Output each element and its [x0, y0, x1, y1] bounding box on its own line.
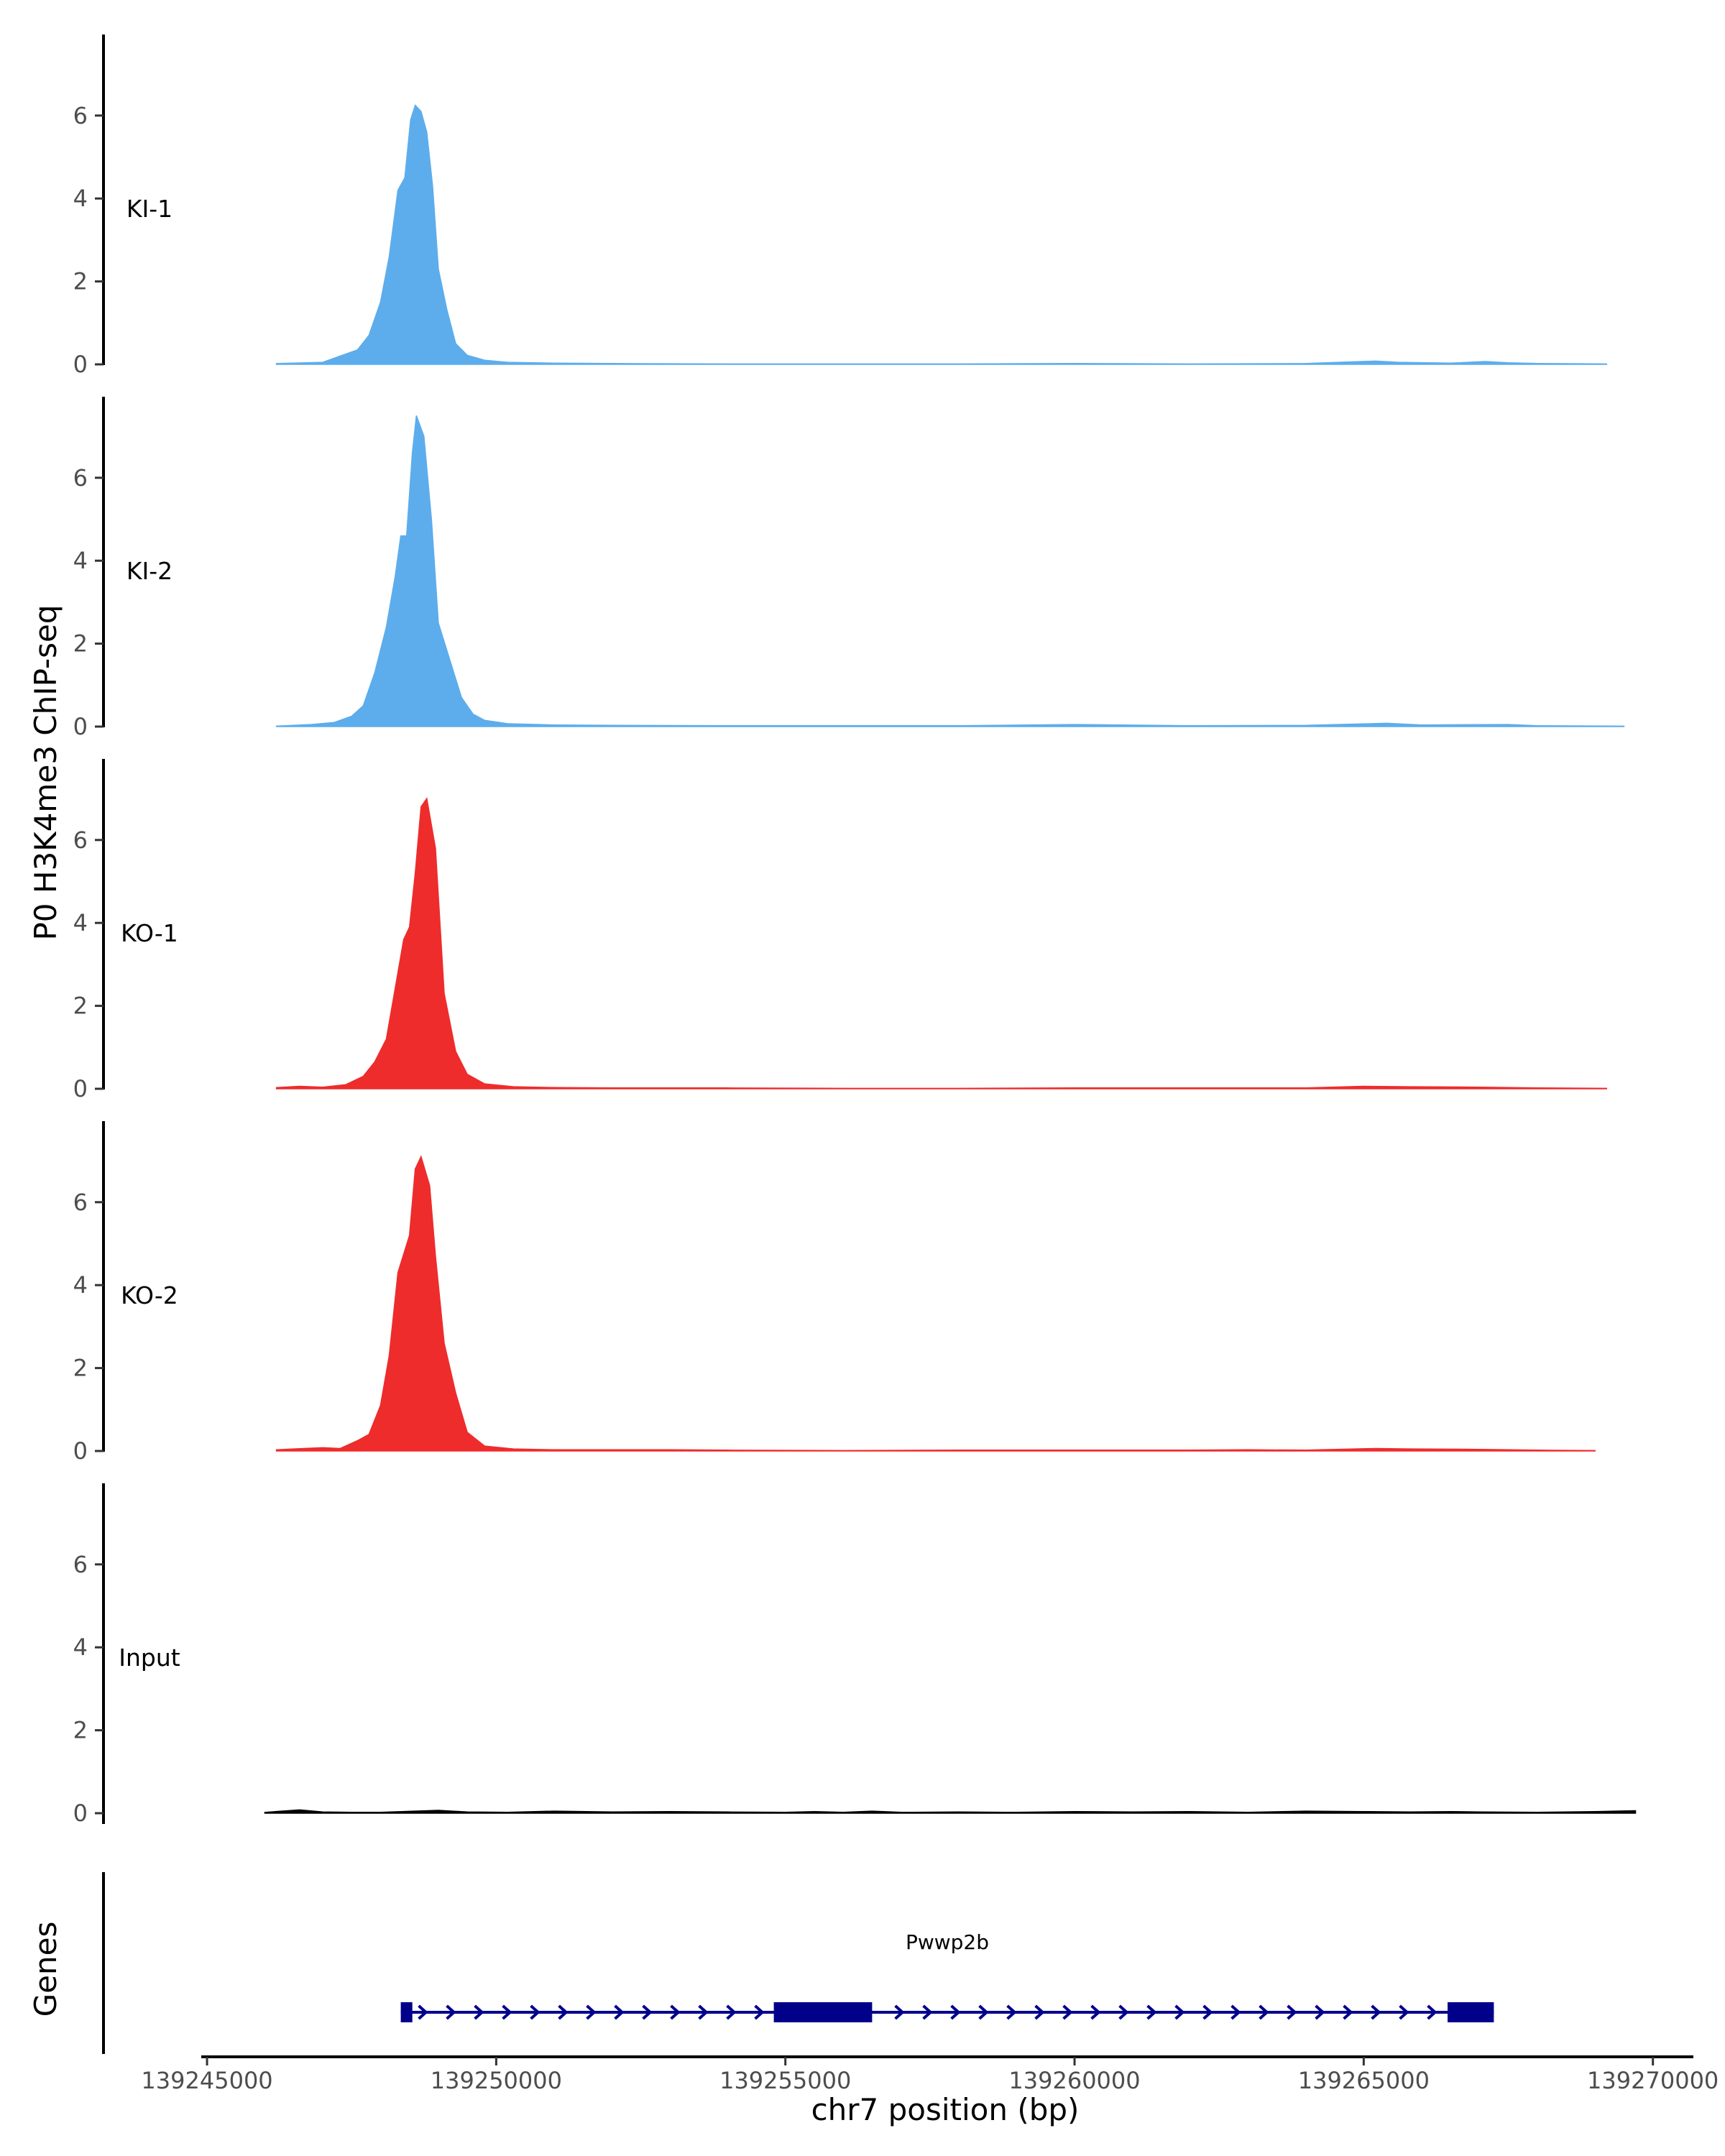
- strand-arrow: [978, 2004, 989, 2020]
- strand-arrow: [670, 2004, 681, 2020]
- strand-arrow: [446, 2004, 456, 2020]
- y-tick-label: 4: [73, 1271, 88, 1299]
- x-tick-label: 139245000: [141, 2067, 272, 2094]
- y-tick-label: 6: [73, 102, 88, 129]
- y-tick-label: 4: [73, 909, 88, 936]
- strand-arrow: [1230, 2004, 1241, 2020]
- strand-arrow: [726, 2004, 737, 2020]
- y-tick-label: 2: [73, 992, 88, 1020]
- strand-arrow: [502, 2004, 512, 2020]
- signal-tracks: 0 2 4 6 KI-1 0 2 4 6 KI-2 0 2 4 6 KO-1 0 2 4 6 KO-2 0 2 4 6 Inpu…: [73, 34, 1637, 1827]
- strand-arrow: [1371, 2004, 1381, 2020]
- y-axis-label: P0 H3K4me3 ChIP-seq: [28, 604, 63, 940]
- track-label: KI-2: [126, 557, 172, 585]
- signal-area-ki-2: [275, 415, 1625, 727]
- x-tick-label: 139265000: [1298, 2067, 1430, 2094]
- strand-arrow: [1427, 2004, 1438, 2020]
- strand-arrow: [1399, 2004, 1409, 2020]
- gene-track: Genes Pwwp2b: [28, 1872, 1494, 2054]
- strand-arrow: [922, 2004, 933, 2020]
- y-tick-label: 0: [73, 1075, 88, 1102]
- strand-arrow: [1343, 2004, 1353, 2020]
- strand-arrow: [1118, 2004, 1129, 2020]
- strand-arrow: [894, 2004, 905, 2020]
- gene-track-label: Genes: [28, 1922, 63, 2017]
- gene-exon: [400, 2002, 413, 2022]
- strand-arrow: [614, 2004, 625, 2020]
- strand-arrow: [1315, 2004, 1325, 2020]
- x-axis-label: chr7 position (bp): [811, 2092, 1080, 2127]
- y-tick-label: 2: [73, 630, 88, 658]
- y-tick-label: 0: [73, 1800, 88, 1827]
- y-tick-label: 2: [73, 268, 88, 295]
- x-tick-label: 139250000: [431, 2067, 562, 2094]
- strand-arrow: [1174, 2004, 1185, 2020]
- signal-area-input: [264, 1809, 1637, 1814]
- y-tick-label: 6: [73, 1551, 88, 1578]
- track-ko-2: 0 2 4 6 KO-2: [73, 1121, 1596, 1465]
- track-input: 0 2 4 6 Input: [73, 1483, 1637, 1827]
- strand-arrow: [950, 2004, 961, 2020]
- strand-arrow: [1259, 2004, 1269, 2020]
- x-tick-label: 139270000: [1587, 2067, 1719, 2094]
- strand-arrow: [418, 2004, 428, 2020]
- gene-exon: [773, 2002, 873, 2022]
- y-tick-label: 2: [73, 1717, 88, 1744]
- track-label: Input: [119, 1644, 180, 1672]
- strand-arrow: [1006, 2004, 1017, 2020]
- track-ki-1: 0 2 4 6 KI-1: [73, 34, 1608, 378]
- y-tick-label: 4: [73, 1634, 88, 1661]
- y-tick-label: 6: [73, 826, 88, 854]
- y-tick-label: 0: [73, 1437, 88, 1465]
- strand-arrow: [586, 2004, 597, 2020]
- gene-name: Pwwp2b: [906, 1930, 989, 1954]
- strand-arrow: [642, 2004, 653, 2020]
- track-label: KI-1: [126, 195, 172, 223]
- track-ko-1: 0 2 4 6 KO-1: [73, 759, 1608, 1102]
- y-tick-label: 0: [73, 713, 88, 740]
- signal-area-ko-2: [275, 1155, 1596, 1452]
- y-tick-label: 6: [73, 1189, 88, 1216]
- y-tick-label: 2: [73, 1355, 88, 1382]
- strand-arrow: [1090, 2004, 1101, 2020]
- y-tick-label: 6: [73, 464, 88, 492]
- gene-exon: [1448, 2002, 1494, 2022]
- strand-arrow: [1287, 2004, 1297, 2020]
- x-tick-label: 139260000: [1008, 2067, 1140, 2094]
- track-label: KO-2: [121, 1281, 178, 1309]
- strand-arrow: [1062, 2004, 1073, 2020]
- y-tick-label: 4: [73, 547, 88, 574]
- signal-area-ki-1: [275, 103, 1608, 365]
- strand-arrow: [530, 2004, 540, 2020]
- strand-arrow: [1034, 2004, 1045, 2020]
- track-ki-2: 0 2 4 6 KI-2: [73, 397, 1625, 740]
- signal-area-ko-1: [275, 797, 1608, 1089]
- gene-pwwp2b: Pwwp2b: [400, 1930, 1494, 2022]
- strand-arrow: [1202, 2004, 1213, 2020]
- track-label: KO-1: [121, 919, 178, 947]
- x-tick-label: 139255000: [719, 2067, 851, 2094]
- strand-arrow: [698, 2004, 709, 2020]
- x-axis: 139245000 139250000 139255000 139260000 1392…: [141, 2055, 1719, 2094]
- strand-arrow: [1146, 2004, 1157, 2020]
- strand-arrow: [754, 2004, 765, 2020]
- y-tick-label: 4: [73, 185, 88, 212]
- strand-arrow: [558, 2004, 569, 2020]
- y-tick-label: 0: [73, 351, 88, 378]
- strand-arrow: [474, 2004, 484, 2020]
